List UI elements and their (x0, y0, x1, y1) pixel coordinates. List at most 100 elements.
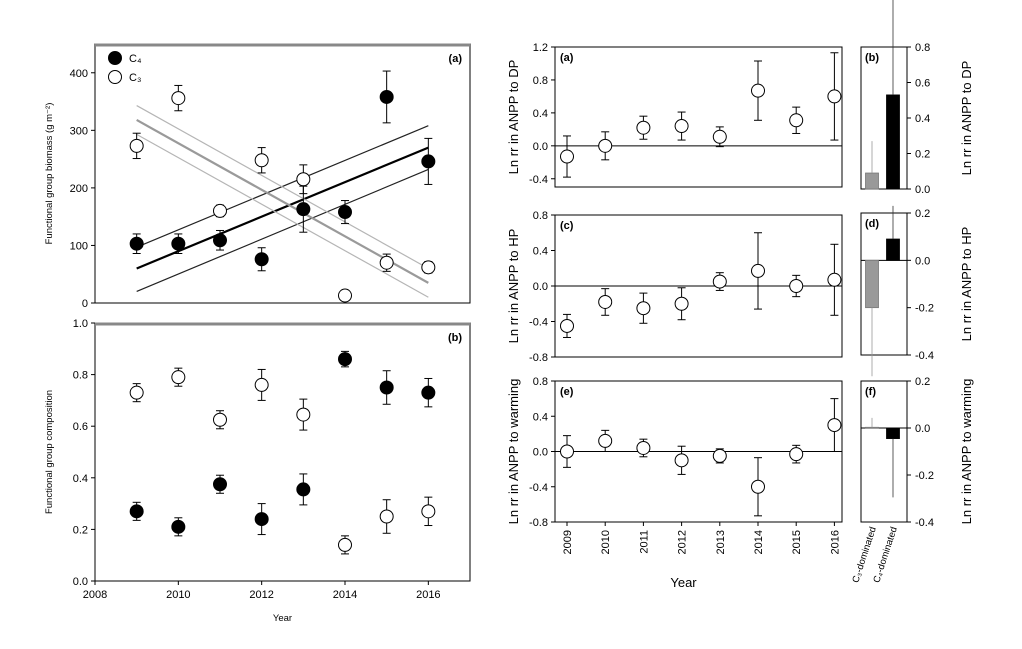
data-point (751, 263, 765, 278)
x-tick-label: 2016 (416, 589, 440, 601)
data-point (827, 418, 842, 433)
ci-upper-line (136, 105, 429, 269)
x-tick-label: 2015 (791, 530, 803, 554)
data-point (751, 479, 765, 494)
y-tick-label: 0.0 (915, 255, 930, 267)
x-axis-title: Year (670, 575, 697, 590)
x-tick-label: 2008 (83, 589, 107, 601)
y-tick-label: -0.4 (529, 482, 548, 494)
data-point-c3 (129, 385, 144, 400)
data-point-c3 (338, 537, 352, 552)
y-tick-label: 0.4 (533, 108, 548, 120)
plot-frame (860, 380, 908, 523)
y-tick-label: -0.8 (529, 517, 548, 529)
data-point (712, 129, 727, 144)
data-point-c4 (338, 205, 352, 220)
y-axis-title: Ln rr in ANPP to warming (959, 379, 974, 525)
y-axis-title: Ln rr in ANPP to DP (959, 61, 974, 176)
data-point (598, 294, 613, 309)
y-tick-label: -0.4 (915, 350, 934, 362)
x-tick-label: 2014 (333, 589, 357, 601)
data-point (674, 119, 689, 134)
y-tick-label: -0.4 (529, 317, 548, 329)
data-point-c4 (296, 482, 311, 497)
data-point (674, 453, 689, 468)
y-axis-title: Ln rr in ANPP to HP (506, 229, 521, 344)
data-point-c3 (421, 504, 436, 519)
data-point-c3 (254, 153, 269, 168)
plot-frame (94, 322, 471, 582)
y-tick-label: 0.4 (915, 113, 930, 125)
data-point (712, 448, 727, 463)
bar-c4-dominated (886, 238, 900, 261)
data-point (674, 296, 689, 311)
y-axis-title: Functional group composition (44, 390, 55, 514)
data-point-c3 (213, 412, 227, 427)
panel-label: (c) (560, 220, 574, 232)
data-point (827, 272, 842, 287)
y-tick-label: 0.0 (533, 141, 548, 153)
data-point-c4 (421, 385, 436, 400)
plot-frame (554, 46, 843, 188)
data-point-c4 (379, 380, 394, 395)
data-point (598, 433, 613, 448)
legend-label: C₃ (129, 72, 141, 84)
data-point-c4 (213, 477, 227, 492)
data-point-c4 (254, 252, 269, 267)
data-point-c3 (379, 255, 394, 270)
x-tick-label: 2009 (562, 530, 574, 554)
y-tick-label: 0.8 (533, 75, 548, 87)
data-point (751, 83, 765, 98)
y-tick-label: 400 (70, 68, 88, 80)
ci-lower-line (136, 168, 429, 293)
bar-c4-dominated (886, 94, 900, 190)
ci-lower-line (136, 133, 429, 298)
panel-label: (e) (560, 386, 574, 398)
y-tick-label: -0.8 (529, 352, 548, 364)
y-tick-label: -0.2 (915, 470, 934, 482)
data-point (789, 447, 804, 462)
data-point-c3 (379, 509, 394, 524)
y-axis-title: Functional group biomass (g m⁻²) (44, 103, 55, 245)
data-point-c3 (296, 407, 311, 422)
y-axis-title: Ln rr in ANPP to HP (959, 227, 974, 342)
panel-label: (b) (865, 52, 879, 64)
panel-label: (a) (449, 53, 463, 65)
x-tick-label: 2012 (249, 589, 273, 601)
data-point-c4 (421, 154, 436, 169)
y-tick-label: 0.0 (73, 576, 88, 588)
y-tick-label: 0.4 (533, 246, 548, 258)
x-tick-label: 2016 (829, 530, 841, 554)
y-tick-label: -0.4 (915, 517, 934, 529)
data-point (560, 149, 574, 164)
y-tick-label: 200 (70, 183, 88, 195)
y-tick-label: 0.0 (915, 423, 930, 435)
data-point-c3 (171, 91, 186, 106)
x-tick-label: 2011 (638, 530, 650, 554)
bar-c3-dominated (865, 172, 879, 190)
regression-line (136, 146, 429, 270)
data-point (598, 138, 613, 153)
data-point (827, 89, 842, 104)
x-tick-label: 2010 (166, 589, 190, 601)
data-point-c4 (129, 236, 144, 251)
data-point (789, 113, 804, 128)
data-point (560, 318, 574, 333)
y-tick-label: 0.8 (533, 376, 548, 388)
data-point-c4 (213, 233, 227, 248)
data-point-c3 (213, 203, 227, 218)
plot-frame (860, 212, 908, 356)
y-axis-title: Ln rr in ANPP to DP (506, 60, 521, 175)
legend-label: C₄ (129, 53, 142, 65)
y-tick-label: 0.2 (915, 208, 930, 220)
data-point-c3 (296, 172, 311, 187)
y-tick-label: 0.2 (915, 149, 930, 161)
panel-label: (b) (448, 332, 462, 344)
plot-frame (94, 43, 471, 304)
y-tick-label: 1.0 (73, 318, 88, 330)
data-point (636, 120, 651, 135)
data-point (712, 274, 727, 289)
legend-marker (108, 70, 122, 84)
